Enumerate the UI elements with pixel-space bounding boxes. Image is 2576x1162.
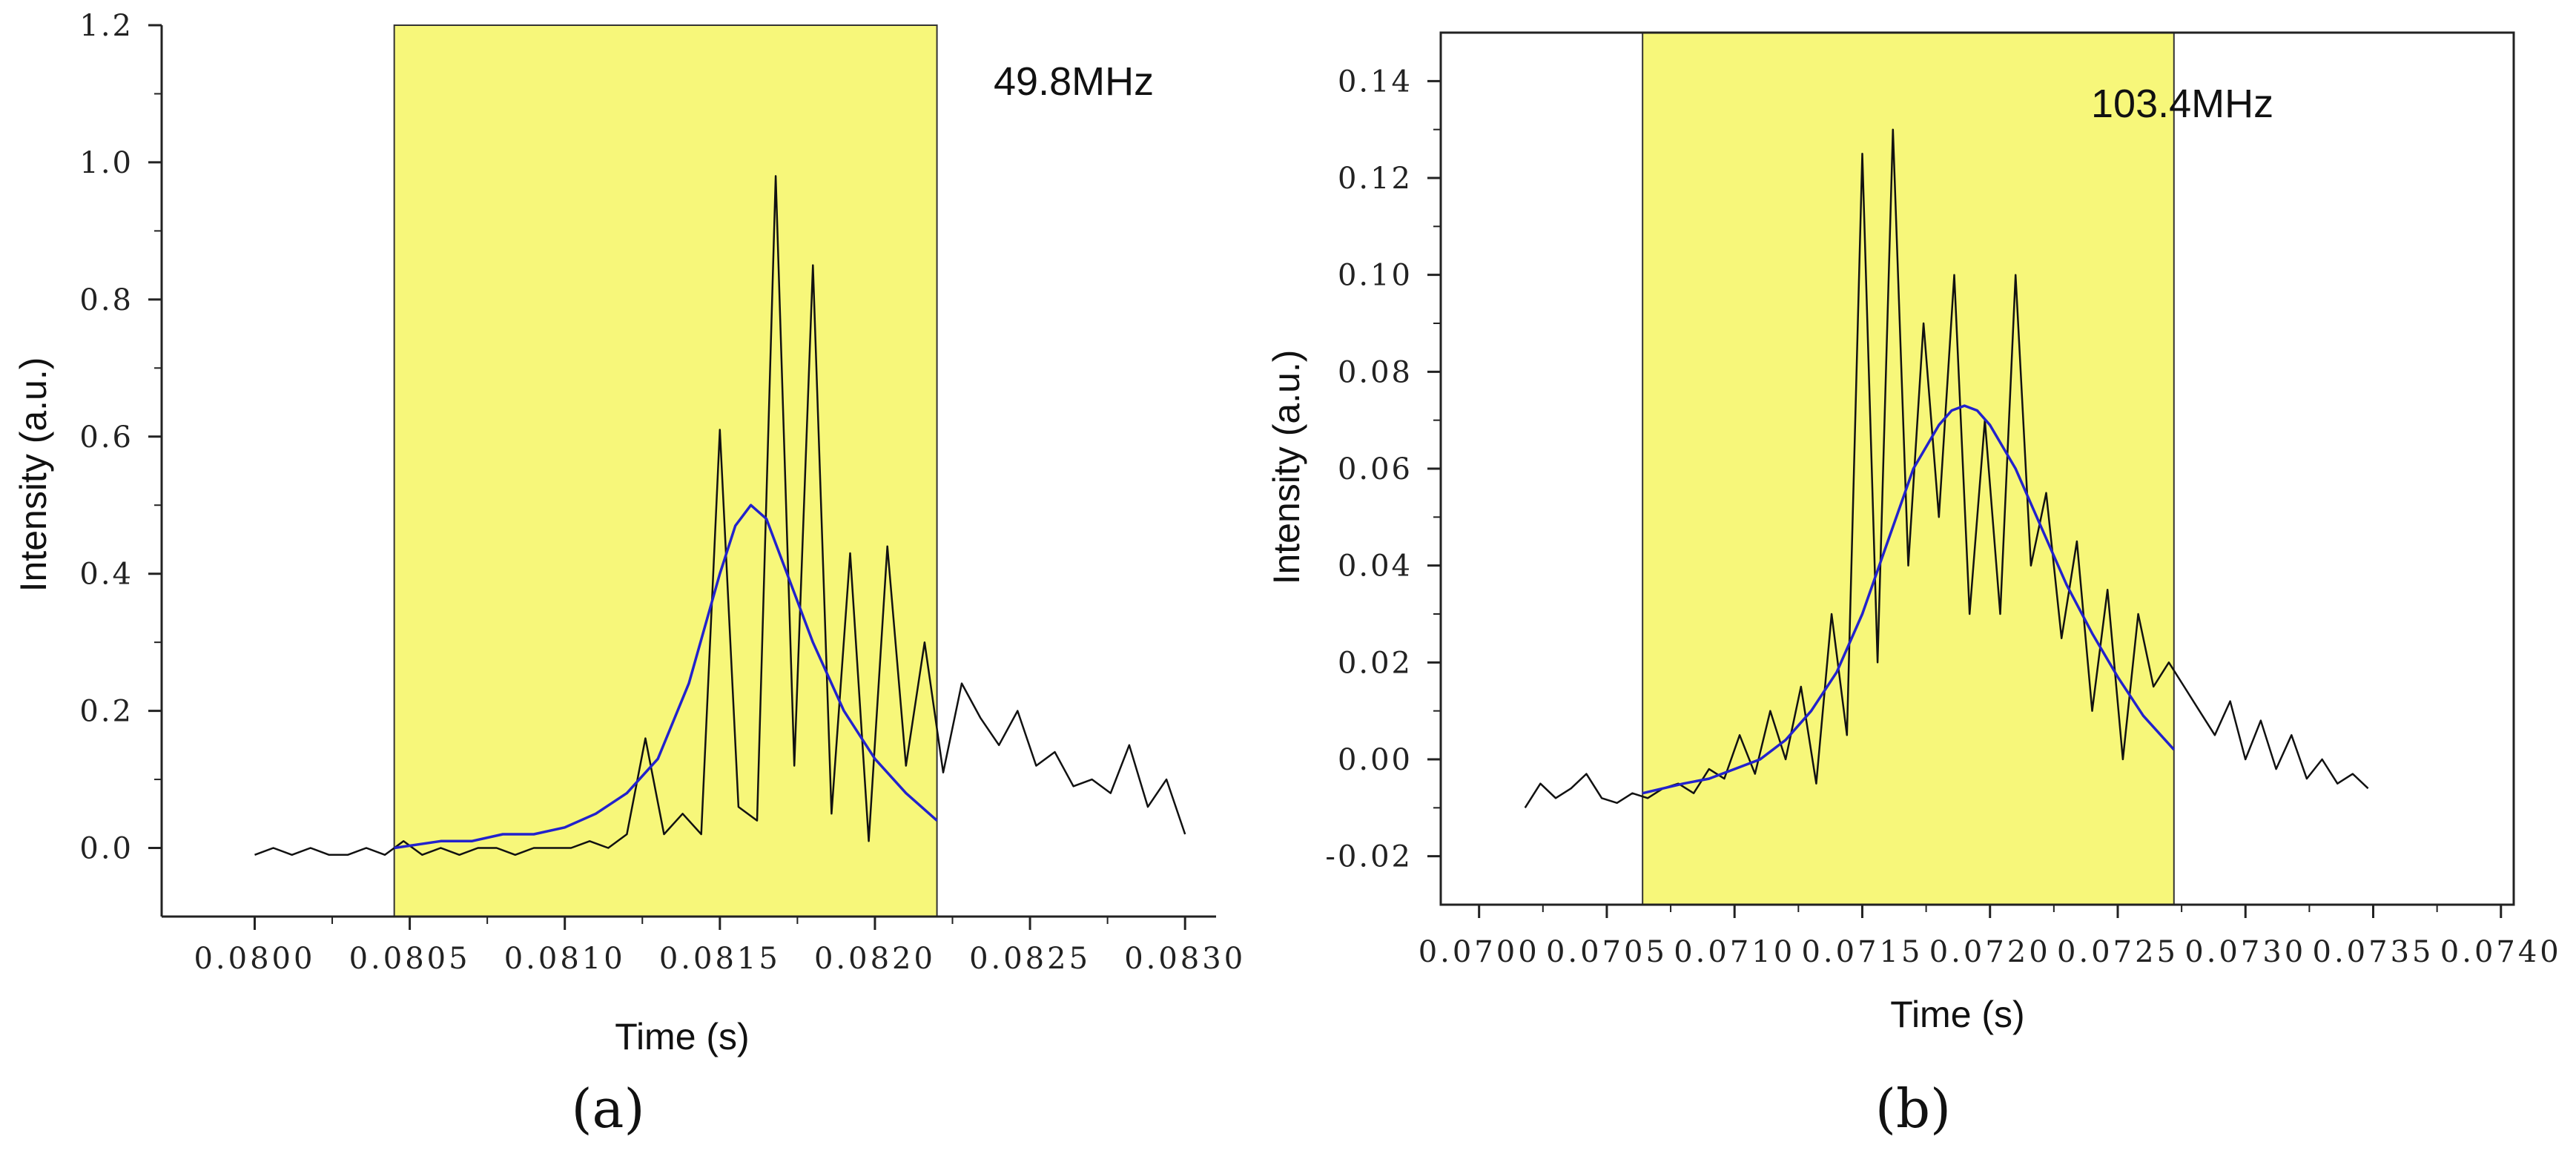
panel-a-highlight-region — [393, 24, 938, 917]
panel-b-x-tick-label: 0.0705 — [1546, 935, 1668, 969]
panel-a-y-tick-label: 0.4 — [79, 558, 133, 592]
panel-a-chart: 0.0800 0.0805 0.0810 0.0815 0.0820 0.0825 0.08… — [13, 9, 1246, 1140]
panel-b-panel-label: (b) — [1875, 1077, 1951, 1140]
panel-b-y-tick-label: 0.12 — [1338, 162, 1413, 196]
panel-a-x-tick-label: 0.0830 — [1124, 942, 1246, 976]
panel-a-series-fit-line — [394, 504, 938, 850]
panel-b-y-axis-label: Intensity (a.u.) — [1266, 350, 1307, 585]
panel-a-x-tick-label: 0.0815 — [659, 942, 781, 976]
panel-a-y-tick-label: 0.6 — [79, 420, 133, 455]
panel-a-y-tick-label: 1.0 — [79, 146, 133, 180]
panel-b-x-tick-label: 0.0715 — [1801, 935, 1923, 969]
panel-b-series-fit-line — [1642, 404, 2176, 795]
panel-b-y-tick-label: 0.04 — [1338, 549, 1413, 584]
panel-b-y-tick-label: 0.08 — [1338, 355, 1413, 389]
panel-a-x-tick-label: 0.0800 — [194, 942, 315, 976]
panel-b-x-axis-label: Time (s) — [1890, 994, 2024, 1035]
panel-b-x-tick-label: 0.0730 — [2184, 935, 2306, 969]
panel-b-x-tick-label: 0.0710 — [1674, 935, 1795, 969]
panel-b-y-tick-label: 0.06 — [1338, 452, 1413, 486]
panel-b-x-tick-label: 0.0740 — [2440, 935, 2562, 969]
panel-b-y-tick-label: 0.10 — [1338, 259, 1413, 293]
panel-b-y-tick-label: 0.14 — [1338, 65, 1413, 99]
panel-a-x-tick-label: 0.0810 — [504, 942, 626, 976]
panel-a-panel-label: (a) — [571, 1077, 644, 1140]
panel-b-x-tick-label: 0.0700 — [1419, 935, 1540, 969]
panel-a-x-axis-label: Time (s) — [615, 1016, 749, 1057]
panel-a-y-tick-label: 1.2 — [79, 9, 133, 43]
panel-a-y-tick-label: 0.2 — [79, 695, 133, 729]
panel-a-x-tick-label: 0.0805 — [349, 942, 471, 976]
panel-a-frequency-annotation: 49.8MHz — [994, 59, 1154, 104]
panel-a-x-tick-label: 0.0825 — [969, 942, 1091, 976]
panel-a-y-tick-label: 0.0 — [79, 832, 133, 866]
panel-b-x-tick-label: 0.0720 — [1929, 935, 2051, 969]
panel-b-y-tick-label: 0.00 — [1338, 743, 1413, 777]
panel-a-y-axis-label: Intensity (a.u.) — [13, 357, 54, 592]
panel-b-frequency-annotation: 103.4MHz — [2091, 82, 2273, 126]
panel-b-chart: 0.0700 0.0705 0.0710 0.0715 0.0720 0.0725 0.07… — [1266, 31, 2562, 1140]
panel-b-x-tick-label: 0.0725 — [2057, 935, 2179, 969]
panel-a-x-tick-label: 0.0820 — [814, 942, 936, 976]
panel-b-y-tick-label: 0.02 — [1338, 646, 1413, 680]
panel-b-x-tick-label: 0.0735 — [2313, 935, 2434, 969]
panel-a-y-tick-label: 0.8 — [79, 283, 133, 317]
panel-b-y-tick-label: -0.02 — [1325, 840, 1413, 874]
